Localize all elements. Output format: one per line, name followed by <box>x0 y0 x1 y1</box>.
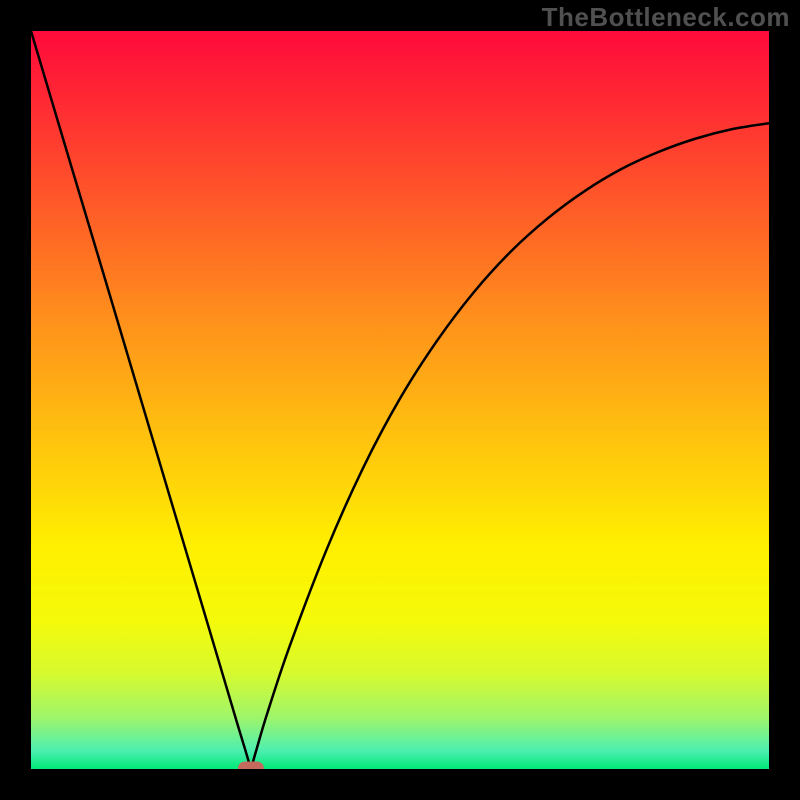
minimum-marker <box>238 762 264 770</box>
plot-area <box>31 31 769 769</box>
watermark-text: TheBottleneck.com <box>542 2 790 33</box>
outer-frame: TheBottleneck.com <box>0 0 800 800</box>
plot-svg <box>31 31 769 769</box>
